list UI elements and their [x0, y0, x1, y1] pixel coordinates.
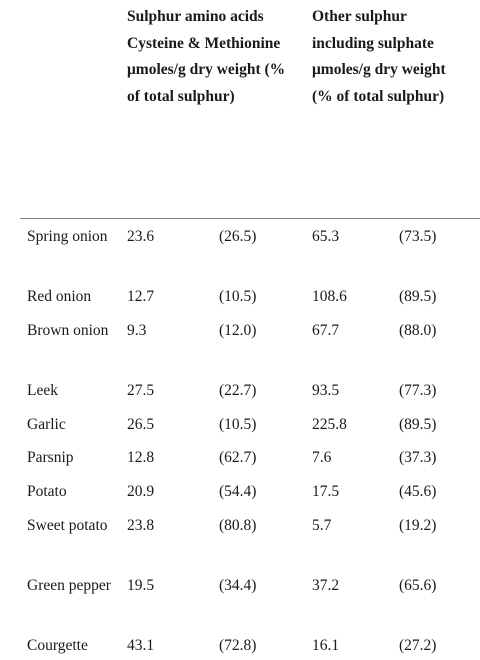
other-sulphur-value: 7.6	[312, 449, 332, 466]
sulphur-amino-value: 12.7	[127, 288, 155, 305]
other-sulphur-percent: (37.3)	[399, 449, 437, 466]
sulphur-amino-value: 23.8	[127, 517, 155, 534]
header-divider	[20, 218, 480, 219]
header-line: Sulphur amino acids	[127, 8, 264, 25]
vegetable-name: Leek	[27, 382, 58, 399]
other-sulphur-percent: (45.6)	[399, 483, 437, 500]
vegetable-name: Garlic	[27, 416, 66, 433]
other-sulphur-value: 65.3	[312, 228, 340, 245]
other-sulphur-percent: (88.0)	[399, 322, 437, 339]
header-line: μmoles/g dry weight (%	[127, 61, 286, 78]
header-line: Cysteine & Methionine	[127, 34, 281, 52]
header-line: including sulphate	[312, 34, 434, 52]
sulphur-amino-percent: (72.8)	[219, 637, 257, 654]
sulphur-amino-percent: (10.5)	[219, 416, 257, 433]
vegetable-name: Potato	[27, 483, 67, 500]
other-sulphur-percent: (77.3)	[399, 382, 437, 399]
other-sulphur-percent: (19.2)	[399, 517, 437, 534]
sulphur-amino-value: 19.5	[127, 577, 155, 594]
other-sulphur-percent: (73.5)	[399, 228, 437, 245]
sulphur-amino-value: 20.9	[127, 483, 155, 500]
vegetable-name: Sweet potato	[27, 517, 108, 534]
other-sulphur-percent: (65.6)	[399, 577, 437, 594]
column-header-sulphur-amino-acids: Sulphur amino acids Cysteine & Methionin…	[127, 4, 285, 110]
column-header-other-sulphur: Other sulphur including sulphate μmoles/…	[312, 4, 446, 110]
other-sulphur-value: 225.8	[312, 416, 347, 433]
sulphur-amino-percent: (26.5)	[219, 228, 257, 245]
sulphur-amino-percent: (22.7)	[219, 382, 257, 399]
other-sulphur-percent: (89.5)	[399, 288, 437, 305]
sulphur-amino-value: 26.5	[127, 416, 155, 433]
sulphur-amino-percent: (12.0)	[219, 322, 257, 339]
sulphur-amino-value: 43.1	[127, 637, 155, 654]
vegetable-name: Red onion	[27, 288, 92, 305]
sulphur-amino-percent: (62.7)	[219, 449, 257, 466]
other-sulphur-value: 108.6	[312, 288, 347, 305]
other-sulphur-value: 17.5	[312, 483, 340, 500]
sulphur-amino-percent: (54.4)	[219, 483, 257, 500]
other-sulphur-percent: (89.5)	[399, 416, 437, 433]
sulphur-amino-value: 9.3	[127, 322, 147, 339]
sulphur-amino-percent: (34.4)	[219, 577, 257, 594]
header-line: (% of total sulphur)	[312, 87, 445, 105]
other-sulphur-value: 93.5	[312, 382, 340, 399]
header-line: of total sulphur)	[127, 87, 235, 105]
other-sulphur-value: 5.7	[312, 517, 332, 534]
vegetable-name: Green pepper	[27, 577, 111, 594]
vegetable-name: Brown onion	[27, 322, 109, 339]
sulphur-amino-value: 12.8	[127, 449, 155, 466]
header-line: Other sulphur	[312, 8, 407, 25]
sulphur-amino-value: 27.5	[127, 382, 155, 399]
sulphur-amino-percent: (10.5)	[219, 288, 257, 305]
vegetable-name: Courgette	[27, 637, 88, 654]
vegetable-name: Parsnip	[27, 449, 74, 466]
other-sulphur-value: 37.2	[312, 577, 340, 594]
sulphur-amino-value: 23.6	[127, 228, 155, 245]
other-sulphur-value: 16.1	[312, 637, 340, 654]
header-line: μmoles/g dry weight	[312, 61, 446, 78]
vegetable-name: Spring onion	[27, 228, 108, 245]
sulphur-amino-percent: (80.8)	[219, 517, 257, 534]
other-sulphur-value: 67.7	[312, 322, 340, 339]
other-sulphur-percent: (27.2)	[399, 637, 437, 654]
